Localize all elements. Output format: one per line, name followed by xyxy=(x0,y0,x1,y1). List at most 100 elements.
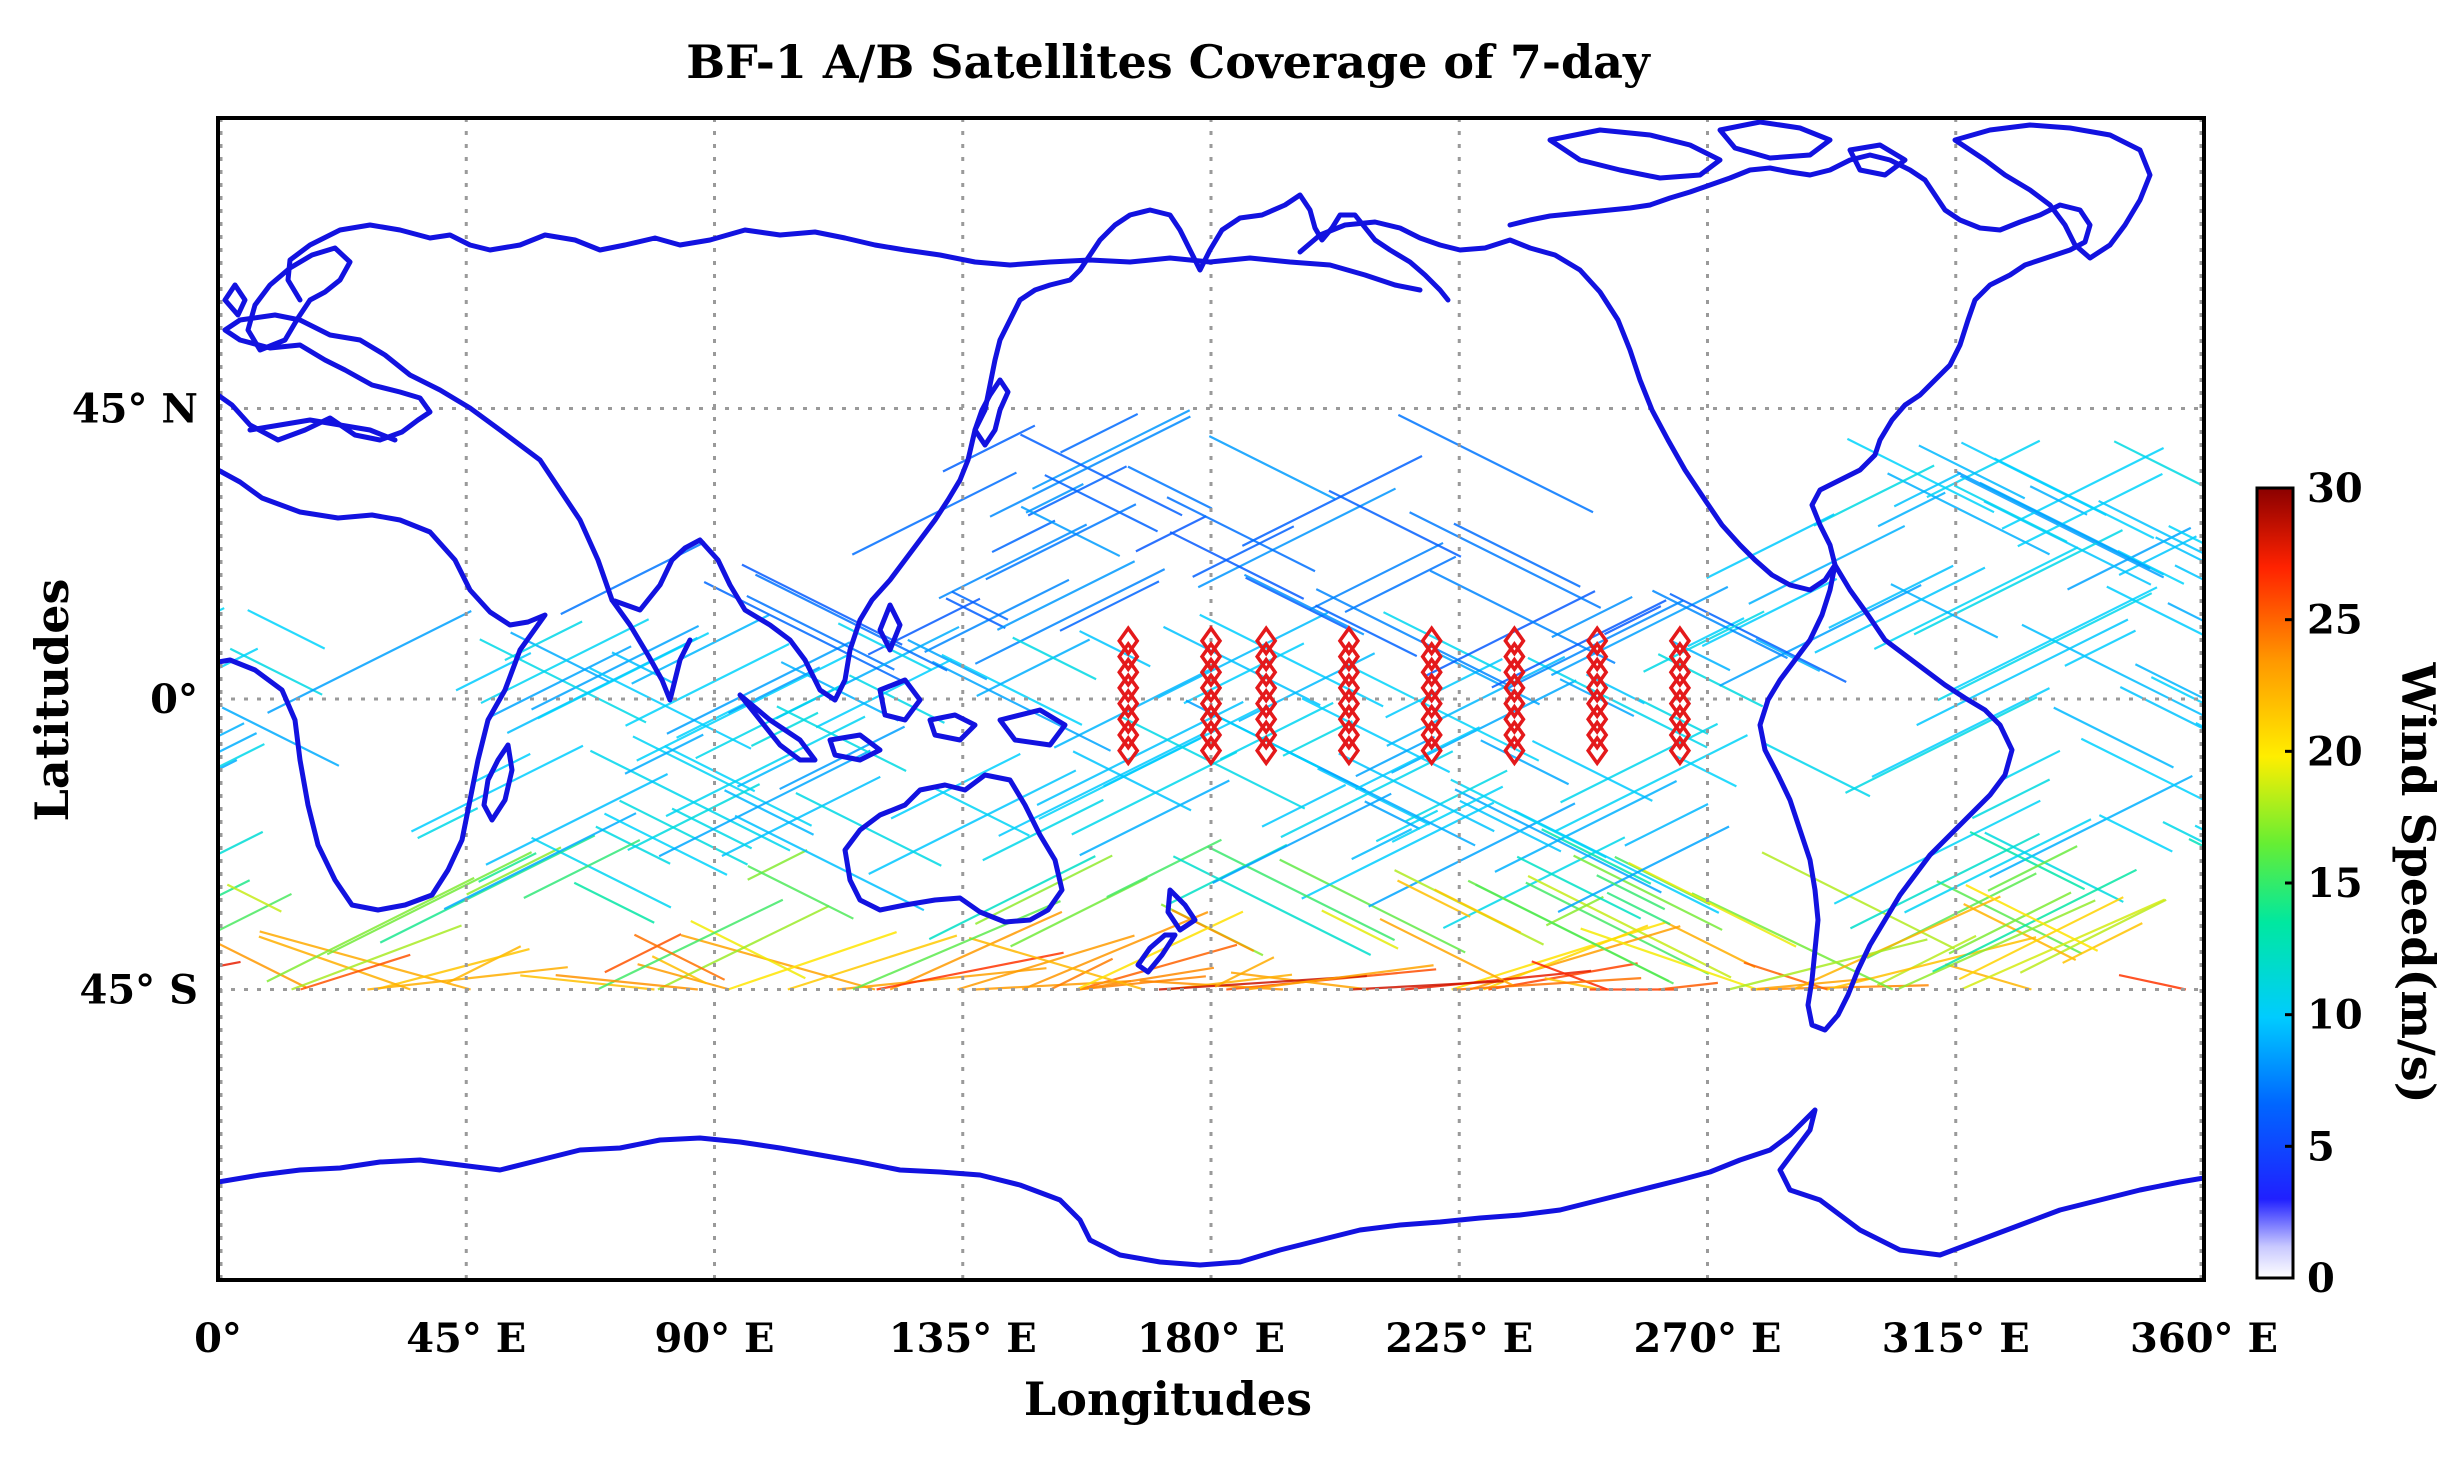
swath-track xyxy=(1950,586,2158,692)
buoy-marker xyxy=(1503,719,1526,751)
swath-track xyxy=(1219,701,1334,761)
swath-track xyxy=(931,660,1112,752)
swath-track xyxy=(531,624,700,711)
swath-track xyxy=(218,759,238,771)
buoy-marker xyxy=(1668,719,1692,751)
swath-track xyxy=(1456,977,1642,991)
swath-track xyxy=(1845,696,2038,794)
buoy-marker xyxy=(1586,703,1609,735)
swath-track xyxy=(1728,938,1928,991)
buoy-marker xyxy=(1586,672,1609,704)
swath-track xyxy=(1433,888,1522,934)
buoy-marker xyxy=(1255,703,1278,735)
swath-track xyxy=(229,647,323,696)
swath-track xyxy=(957,934,1135,991)
swath-track xyxy=(218,732,258,754)
swath-track xyxy=(531,836,672,909)
swath-track xyxy=(636,652,852,762)
buoy-marker xyxy=(1420,640,1443,673)
swath-track xyxy=(1955,470,2151,570)
buoy-marker xyxy=(1337,656,1361,688)
x-tick-label: 180° E xyxy=(1137,1315,1285,1362)
swath-track xyxy=(1106,838,1222,899)
swath-track xyxy=(1386,655,1566,747)
swath-track xyxy=(2113,440,2204,488)
colorbar-tick-label: 10 xyxy=(2307,992,2363,1039)
swath-track xyxy=(1936,880,2083,955)
swath-track xyxy=(1314,604,1418,658)
swath-track xyxy=(1071,751,1238,836)
swath-track xyxy=(267,610,472,714)
swath-track xyxy=(1719,584,1922,687)
swath-track xyxy=(2134,663,2204,700)
colorbar-label: Wind Speed(m/s) xyxy=(2391,662,2440,1104)
swath-track xyxy=(1050,957,1114,991)
swath-track xyxy=(1691,892,1894,991)
x-tick-label: 90° E xyxy=(654,1315,774,1362)
swath-track xyxy=(379,834,596,944)
swath-track xyxy=(258,935,411,991)
y-tick-label: 45° N xyxy=(72,386,198,433)
swath-track xyxy=(603,812,728,876)
swath-track xyxy=(1624,803,1709,847)
chart-title: BF-1 A/B Satellites Coverage of 7-day xyxy=(686,35,1651,89)
x-tick-label: 360° E xyxy=(2130,1315,2278,1362)
swath-track xyxy=(1761,851,1956,950)
swath-track xyxy=(1573,854,1723,931)
swath-track xyxy=(721,775,881,857)
swath-track xyxy=(1550,585,1729,677)
buoy-marker xyxy=(1420,735,1443,767)
swath-track xyxy=(1596,874,1666,911)
buoy-marker xyxy=(1586,625,1609,657)
swath-track xyxy=(1438,652,1541,706)
swath-track xyxy=(666,641,851,735)
buoy-marker xyxy=(1199,719,1223,751)
swath-track xyxy=(2098,814,2173,853)
swath-track xyxy=(1826,936,2037,991)
swath-track xyxy=(815,658,953,729)
swath-track xyxy=(2117,549,2185,585)
swath-track xyxy=(631,614,770,685)
swath-track xyxy=(2155,536,2204,563)
swath-track xyxy=(1169,531,1305,600)
swath-track xyxy=(218,607,225,613)
swath-track xyxy=(1896,899,2096,991)
swath-track xyxy=(624,733,704,775)
swath-track xyxy=(1212,792,1392,884)
swath-track xyxy=(664,745,756,793)
swath-track xyxy=(974,568,1166,665)
swath-track xyxy=(1404,969,1592,991)
swath-track xyxy=(523,839,641,899)
colorbar-tick-label: 25 xyxy=(2307,597,2363,644)
buoy-marker xyxy=(1337,672,1361,704)
swath-track xyxy=(2019,898,2167,974)
swath-track xyxy=(727,931,897,991)
swath-track xyxy=(976,638,1091,697)
colorbar-tick-label: 30 xyxy=(2307,465,2363,512)
swath-track xyxy=(1364,800,1421,830)
buoy-markers xyxy=(1117,625,1692,767)
buoy-marker xyxy=(1420,656,1443,688)
swath-track xyxy=(1453,522,1581,588)
swath-track xyxy=(1344,555,1457,614)
swath-track xyxy=(924,578,1070,653)
swath-track xyxy=(2064,629,2137,667)
swath-track xyxy=(1544,977,1601,991)
buoy-marker xyxy=(1420,703,1443,735)
swath-track xyxy=(218,879,251,898)
swath-track xyxy=(1755,638,1821,673)
buoy-marker xyxy=(1668,625,1692,657)
swath-track xyxy=(671,807,753,850)
buoy-marker xyxy=(1117,672,1140,704)
swath-track xyxy=(1904,818,2092,914)
buoy-marker xyxy=(1586,656,1609,688)
buoy-marker xyxy=(1255,656,1278,688)
swath-track xyxy=(1953,484,2068,543)
swath-track xyxy=(1960,898,2166,991)
swath-track xyxy=(1301,801,1495,900)
buoy-marker xyxy=(1117,640,1140,673)
x-tick-label: 225° E xyxy=(1385,1315,1533,1362)
swath-track xyxy=(1658,981,1718,991)
swath-track xyxy=(1429,569,1616,665)
